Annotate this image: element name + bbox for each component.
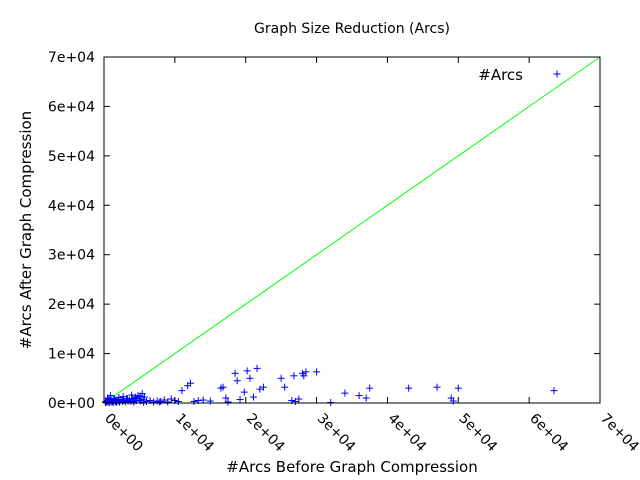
- data-point: [313, 368, 321, 376]
- plot-frame: [103, 56, 601, 404]
- data-point: [167, 395, 175, 403]
- data-point: [256, 385, 264, 393]
- x-tick-label: 6e+04: [526, 411, 571, 456]
- data-point: [155, 398, 163, 406]
- data-point: [250, 393, 258, 401]
- data-point: [131, 393, 139, 401]
- data-point: [277, 374, 285, 382]
- y-tick-label: 2e+04: [48, 297, 95, 313]
- y-axis: 0e+00 1e+04 2e+04 3e+04 4e+04 5e+04 6e+04 7e+04: [48, 50, 600, 412]
- data-point: [178, 387, 186, 395]
- y-axis-title: #Arcs After Graph Compression: [17, 111, 35, 349]
- legend-marker: [553, 70, 561, 78]
- x-tick-label: 5e+04: [455, 411, 500, 456]
- data-point: [115, 394, 123, 402]
- data-point: [341, 389, 349, 397]
- data-point: [236, 396, 244, 404]
- data-point: [224, 398, 232, 406]
- data-point: [164, 398, 172, 406]
- reference-line: [103, 56, 601, 404]
- data-point: [291, 398, 299, 406]
- data-point: [243, 367, 251, 375]
- legend-label: #Arcs: [478, 66, 523, 84]
- legend: #Arcs: [478, 66, 561, 84]
- y-tick-label: 3e+04: [48, 248, 95, 264]
- y-tick-label: 6e+04: [48, 99, 95, 115]
- data-point: [233, 377, 241, 385]
- chart-title: Graph Size Reduction (Arcs): [254, 21, 450, 37]
- x-tick-label: 3e+04: [314, 411, 359, 456]
- y-tick-label: 7e+04: [48, 50, 95, 66]
- data-point: [362, 394, 370, 402]
- plot-area: [101, 56, 601, 407]
- data-point: [222, 394, 230, 402]
- x-tick-label: 4e+04: [385, 411, 430, 456]
- data-point: [128, 391, 136, 399]
- data-point: [433, 383, 441, 391]
- data-point: [550, 387, 558, 395]
- y-tick-label: 5e+04: [48, 149, 95, 165]
- y-tick-label: 4e+04: [48, 198, 95, 214]
- data-point: [246, 374, 254, 382]
- data-point: [253, 364, 261, 372]
- data-point: [355, 392, 363, 400]
- data-point: [136, 392, 144, 400]
- data-point: [190, 398, 198, 406]
- data-point: [281, 383, 289, 391]
- data-point: [119, 393, 127, 401]
- data-point: [130, 398, 138, 406]
- data-point: [302, 368, 310, 376]
- x-axis-title: #Arcs Before Graph Compression: [226, 458, 477, 476]
- data-point: [454, 384, 462, 392]
- x-tick-label: 2e+04: [243, 411, 288, 456]
- x-axis: 0e+00 1e+04 2e+04 3e+04 4e+04 5e+04 6e+04 7e+04: [101, 57, 640, 455]
- y-tick-label: 1e+04: [48, 347, 95, 363]
- data-point: [123, 395, 131, 403]
- data-point: [240, 388, 248, 396]
- data-point: [295, 395, 303, 403]
- data-point: [143, 398, 151, 406]
- data-point: [231, 369, 239, 377]
- data-point: [366, 384, 374, 392]
- data-point: [186, 379, 194, 387]
- x-tick-label: 7e+04: [597, 411, 640, 456]
- data-point: [199, 396, 207, 404]
- data-point: [290, 372, 298, 380]
- y-tick-label: 0e+00: [48, 396, 95, 412]
- data-point: [300, 372, 308, 380]
- data-point: [113, 398, 121, 406]
- data-point: [405, 384, 413, 392]
- data-point: [259, 383, 267, 391]
- legend-plus-icon: [553, 70, 561, 78]
- data-point: [140, 393, 148, 401]
- data-point: [160, 396, 168, 404]
- x-tick-label: 0e+00: [101, 411, 146, 456]
- data-point: [219, 383, 227, 391]
- x-tick-label: 1e+04: [172, 411, 217, 456]
- data-point: [174, 398, 182, 406]
- data-point: [106, 392, 114, 400]
